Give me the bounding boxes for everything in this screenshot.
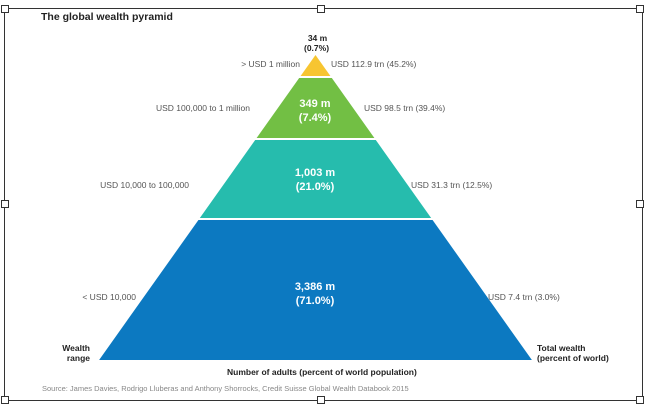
- adults-axis-label: Number of adults (percent of world popul…: [227, 367, 417, 377]
- pyramid-layer-base: [99, 220, 532, 360]
- range-label-upper: USD 100,000 to 1 million: [155, 103, 250, 113]
- resize-handle-middle-right[interactable]: [636, 200, 644, 208]
- wealth-label-upper: USD 98.5 trn (39.4%): [364, 103, 446, 113]
- upper-layer-adults: 349 m (7.4%): [298, 98, 332, 124]
- resize-handle-top-center[interactable]: [317, 5, 325, 13]
- resize-handle-bottom-center[interactable]: [317, 396, 325, 404]
- wealth-label-base: USD 7.4 trn (3.0%): [488, 292, 560, 302]
- pyramid-layer-top: [300, 55, 331, 76]
- base-layer-adults: 3,386 m (71.0%): [294, 281, 336, 307]
- range-label-base: < USD 10,000: [82, 292, 136, 302]
- total-wealth-axis-label: Total wealth (percent of world): [537, 343, 609, 363]
- pyramid-layer-upper: [256, 78, 375, 138]
- range-label-top: > USD 1 million: [241, 59, 300, 69]
- middle-layer-adults: 1,003 m (21.0%): [294, 167, 336, 193]
- wealth-label-middle: USD 31.3 trn (12.5%): [411, 180, 493, 190]
- resize-handle-top-left[interactable]: [1, 5, 9, 13]
- wealth-label-top: USD 112.9 trn (45.2%): [331, 59, 417, 69]
- wealth-range-axis-label: Wealth range: [62, 343, 90, 363]
- top-layer-adults: 34 m (0.7%): [304, 33, 330, 53]
- resize-handle-bottom-right[interactable]: [636, 396, 644, 404]
- source-note: Source: James Davies, Rodrigo Lluberas a…: [42, 384, 409, 393]
- chart-title: The global wealth pyramid: [41, 11, 173, 23]
- pyramid-layer-middle: [199, 140, 432, 218]
- range-label-middle: USD 10,000 to 100,000: [100, 180, 189, 190]
- resize-handle-bottom-left[interactable]: [1, 396, 9, 404]
- resize-handle-top-right[interactable]: [636, 5, 644, 13]
- resize-handle-middle-left[interactable]: [1, 200, 9, 208]
